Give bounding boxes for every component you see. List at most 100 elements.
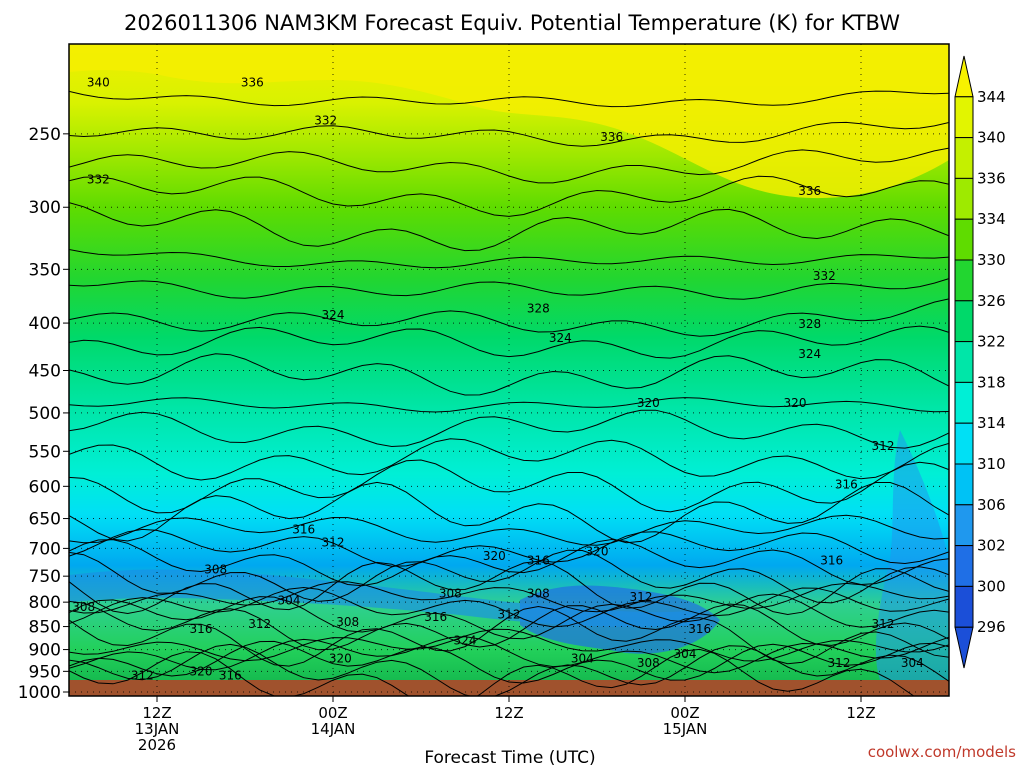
colorbar-label: 302 (977, 537, 1006, 555)
contour-label: 320 (483, 549, 506, 563)
contour-label: 324 (549, 331, 572, 345)
x-tick-label: 12Z (846, 704, 875, 722)
colorbar-label: 300 (977, 577, 1006, 595)
colorbar-label: 322 (977, 333, 1006, 351)
plot-area: 340 336 332 332 336 336 332 324 328 324 328 324 320 3… (69, 44, 949, 696)
y-tick-label: 750 (29, 567, 61, 587)
contour-line (69, 648, 915, 696)
contour-label: 304 (901, 656, 924, 670)
x-tick-label: 14JAN (311, 720, 356, 738)
contour-line (69, 643, 949, 696)
x-tick-label: 13JAN (135, 720, 180, 738)
contour-line (69, 202, 949, 252)
x-tick-label: 12Z (142, 704, 171, 722)
contour-label: 304 (674, 647, 697, 661)
contour-label: 336 (798, 184, 821, 198)
contour-label: 312 (498, 608, 521, 622)
contour-label: 328 (798, 317, 821, 331)
y-tick-label: 900 (29, 641, 61, 661)
y-tick-label: 250 (29, 125, 61, 145)
colorbar-segment (954, 545, 974, 587)
upper-yellow-region (69, 44, 949, 199)
contour-label: 312 (248, 617, 271, 631)
contour-label: 316 (219, 669, 242, 683)
contour-line (69, 438, 949, 481)
contour-label: 320 (586, 544, 609, 558)
credit-text[interactable]: coolwx.com/models (868, 743, 1016, 761)
x-tick-label: 2026 (138, 736, 176, 754)
y-tick-label: 550 (29, 442, 61, 462)
contour-line (69, 628, 949, 662)
colorbar-segment (954, 504, 974, 547)
colorbar-segment (954, 300, 974, 343)
y-tick-label: 350 (29, 260, 61, 280)
contour-lines (69, 90, 949, 696)
contour-label: 320 (190, 664, 213, 678)
x-tick-label: 15JAN (663, 720, 708, 738)
contour-label: 312 (872, 439, 895, 453)
contour-line (69, 278, 949, 300)
lowlevel-cold-band (69, 569, 700, 627)
colorbar-segment (954, 137, 974, 179)
colorbar-segment (954, 96, 974, 139)
y-tick-label: 850 (29, 618, 61, 638)
contour-label: 308 (439, 587, 462, 601)
colorbar-segment (954, 422, 974, 465)
contour-line (69, 549, 949, 604)
colorbar-label: 296 (977, 618, 1006, 636)
contour-label: 308 (527, 587, 550, 601)
contour-line (69, 640, 949, 684)
x-tick-label: 00Z (670, 704, 699, 722)
colorbar-label: 340 (977, 129, 1006, 147)
contour-label: 328 (527, 302, 550, 316)
contour-label: 336 (600, 130, 623, 144)
contour-label: 332 (314, 114, 337, 128)
colorbar-segment (954, 177, 974, 220)
contour-line (69, 249, 949, 269)
contour-label: 316 (835, 477, 858, 491)
contour-label: 316 (688, 622, 711, 636)
grid-lines (69, 44, 949, 696)
contour-label: 308 (336, 615, 359, 629)
y-tick-label: 800 (29, 593, 61, 613)
colorbar-label: 310 (977, 455, 1006, 473)
contour-label: 332 (813, 269, 836, 283)
contour-line (69, 560, 949, 616)
colorbar-label: 314 (977, 414, 1006, 432)
contour-line (69, 481, 949, 544)
contour-label: 320 (784, 396, 807, 410)
contour-line (69, 298, 949, 337)
colorbar-segment (954, 585, 974, 628)
contour-label: 316 (424, 610, 447, 624)
contour-label: 304 (571, 651, 594, 665)
contour-label: 312 (872, 617, 895, 631)
chart-title: 2026011306 NAM3KM Forecast Equiv. Potent… (124, 11, 900, 35)
contour-line (69, 514, 949, 546)
y-tick-label: 400 (29, 314, 61, 334)
colorbar-segment (954, 218, 974, 261)
eastern-cold-region (875, 430, 949, 680)
contour-label: 308 (204, 563, 227, 577)
colorbar-segment (954, 381, 974, 424)
contour-line (69, 90, 949, 108)
contour-label: 336 (241, 75, 264, 89)
contour-label: 308 (637, 656, 660, 670)
colorbar-bottom-arrow (954, 626, 974, 669)
contour-label: 324 (798, 347, 821, 361)
contour-label: 320 (637, 396, 660, 410)
contour-label: 316 (527, 553, 550, 567)
colorbar-segment (954, 341, 974, 383)
colorbar-label: 344 (977, 88, 1006, 106)
contour-label: 340 (87, 75, 110, 89)
contour-line (69, 528, 949, 567)
y-axis: 250 300 350 400 450 500 550 600 650 700 750 800 850 9… (18, 125, 69, 703)
contour-label: 304 (278, 594, 301, 608)
colorbar-label: 330 (977, 251, 1006, 269)
y-tick-label: 600 (29, 477, 61, 497)
contour-label: 312 (322, 536, 345, 550)
contour-line (69, 636, 949, 674)
contour-line (69, 175, 949, 217)
contour-label: 316 (292, 523, 315, 537)
